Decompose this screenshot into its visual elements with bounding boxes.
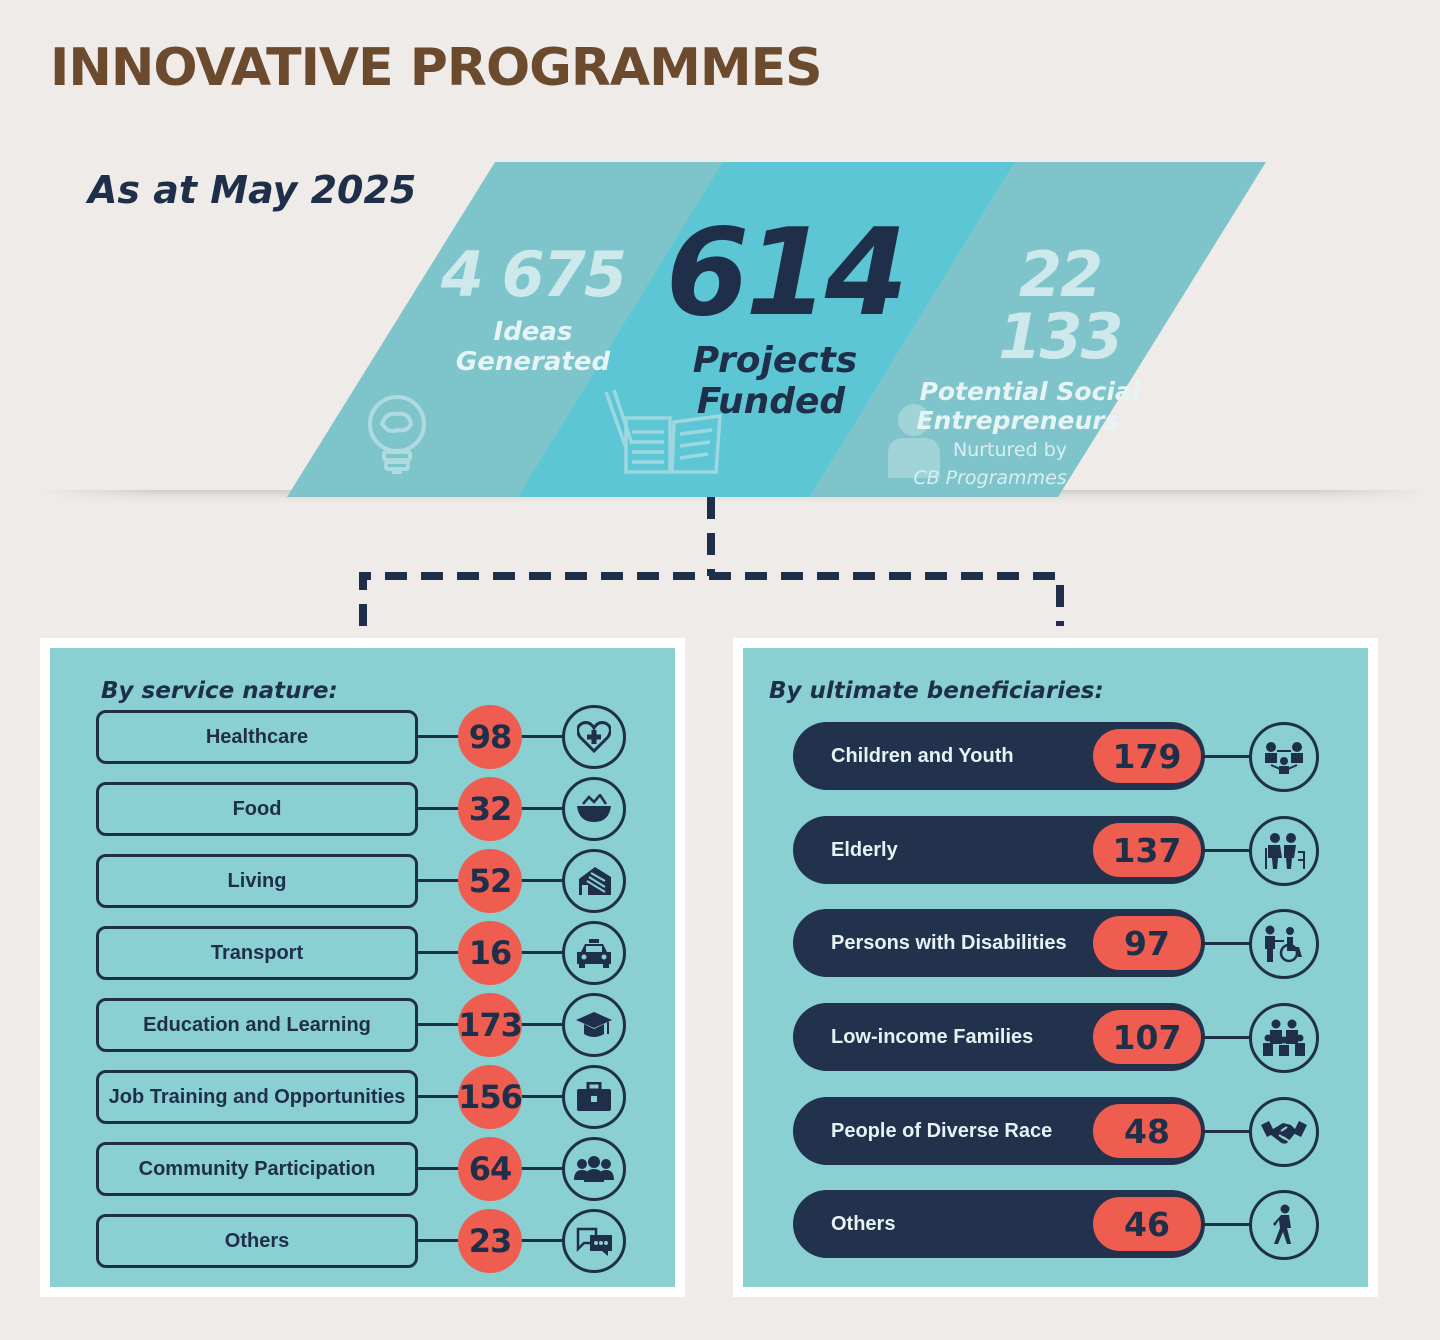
service-row-education: Education and Learning 173 — [96, 993, 636, 1057]
beneficiary-label: Children and Youth — [831, 744, 1014, 767]
service-count: 156 — [458, 1065, 523, 1129]
person-icon — [888, 404, 940, 478]
beneficiary-label: Others — [831, 1212, 896, 1235]
service-row-living: Living 52 — [96, 849, 636, 913]
beneficiary-label: Persons with Disabilities — [831, 931, 1067, 954]
projects-value: 614 — [665, 204, 909, 343]
beneficiary-row-disabilities: Persons with Disabilities 97 — [793, 909, 1323, 979]
service-count: 52 — [458, 849, 522, 913]
service-count: 98 — [458, 705, 522, 769]
beneficiary-count: 48 — [1093, 1104, 1201, 1158]
ideas-stat: 4 675 Ideas Generated — [418, 244, 648, 378]
beneficiary-row-diverse-race: People of Diverse Race 48 — [793, 1097, 1323, 1167]
elderly-icon — [1249, 816, 1319, 886]
service-label: Food — [96, 782, 418, 836]
speech-bubbles-icon — [562, 1209, 626, 1273]
service-label: Living — [96, 854, 418, 908]
service-row-healthcare: Healthcare 98 — [96, 705, 636, 769]
service-label: Others — [96, 1214, 418, 1268]
beneficiary-row-low-income: Low-income Families 107 — [793, 1003, 1323, 1073]
projects-panel — [518, 162, 1015, 497]
ideas-label-1: Ideas — [493, 317, 573, 347]
pencil-documents-icon — [604, 389, 722, 474]
dashed-connector — [359, 497, 1064, 626]
as-at-date: As at May 2025 — [88, 168, 417, 212]
house-icon — [562, 849, 626, 913]
projects-label-2: Funded — [696, 381, 846, 423]
service-label: Education and Learning — [96, 998, 418, 1052]
service-count: 64 — [458, 1137, 522, 1201]
children-icon — [1249, 722, 1319, 792]
service-row-community: Community Participation 64 — [96, 1137, 636, 1201]
beneficiary-count: 107 — [1093, 1010, 1201, 1064]
service-count: 173 — [458, 993, 523, 1057]
service-title: By service nature: — [101, 678, 338, 704]
lightbulb-brain-icon — [368, 395, 426, 474]
beneficiary-label: People of Diverse Race — [831, 1119, 1053, 1142]
handshake-icon — [1249, 1097, 1319, 1167]
entrepreneurs-value: 22 133 — [998, 238, 1123, 373]
beneficiary-label: Low-income Families — [831, 1025, 1034, 1048]
family-icon — [1249, 1003, 1319, 1073]
food-bowl-icon — [562, 777, 626, 841]
service-row-others: Others 23 — [96, 1209, 636, 1273]
beneficiaries-panel: By ultimate beneficiaries: Children and … — [733, 638, 1378, 1297]
beneficiary-count: 137 — [1093, 823, 1201, 877]
service-label: Job Training and Opportunities — [96, 1070, 418, 1124]
service-row-transport: Transport 16 — [96, 921, 636, 985]
wheelchair-icon — [1249, 909, 1319, 979]
projects-label-1: Projects — [692, 340, 858, 381]
service-count: 32 — [458, 777, 522, 841]
beneficiary-label: Elderly — [831, 838, 898, 861]
beneficiary-count: 46 — [1093, 1197, 1201, 1251]
beneficiaries-title: By ultimate beneficiaries: — [769, 678, 1104, 704]
beneficiary-row-children: Children and Youth 179 — [793, 722, 1323, 792]
service-count: 16 — [458, 921, 522, 985]
service-label: Transport — [96, 926, 418, 980]
service-label: Healthcare — [96, 710, 418, 764]
entrepreneurs-sub-1: Nurtured by — [952, 438, 1068, 461]
entrepreneurs-label-2: Entrepreneurs — [916, 405, 1120, 435]
service-label: Community Participation — [96, 1142, 418, 1196]
beneficiary-count: 97 — [1093, 916, 1201, 970]
walking-person-icon — [1249, 1190, 1319, 1260]
service-panel: By service nature: Healthcare 98 Food 32… — [40, 638, 685, 1297]
group-icon — [562, 1137, 626, 1201]
page-title: INNOVATIVE PROGRAMMES — [50, 38, 823, 98]
entrepreneurs-sub-2: CB Programmes — [913, 467, 1067, 489]
beneficiary-count: 179 — [1093, 729, 1201, 783]
graduation-cap-icon — [562, 993, 626, 1057]
taxi-icon — [562, 921, 626, 985]
ideas-label-2: Generated — [455, 346, 611, 377]
beneficiary-row-elderly: Elderly 137 — [793, 816, 1323, 886]
service-count: 23 — [458, 1209, 522, 1273]
entrepreneurs-label-1: Potential Social — [919, 377, 1141, 406]
briefcase-icon — [562, 1065, 626, 1129]
ideas-value: 4 675 — [440, 238, 627, 311]
beneficiary-row-others: Others 46 — [793, 1190, 1323, 1260]
service-row-job-training: Job Training and Opportunities 156 — [96, 1065, 636, 1129]
projects-stat: 614 Projects Funded — [640, 214, 930, 423]
entrepreneurs-stat: 22 133 Potential Social Entrepreneurs Nu… — [900, 244, 1160, 493]
service-row-food: Food 32 — [96, 777, 636, 841]
heart-medical-icon — [562, 705, 626, 769]
